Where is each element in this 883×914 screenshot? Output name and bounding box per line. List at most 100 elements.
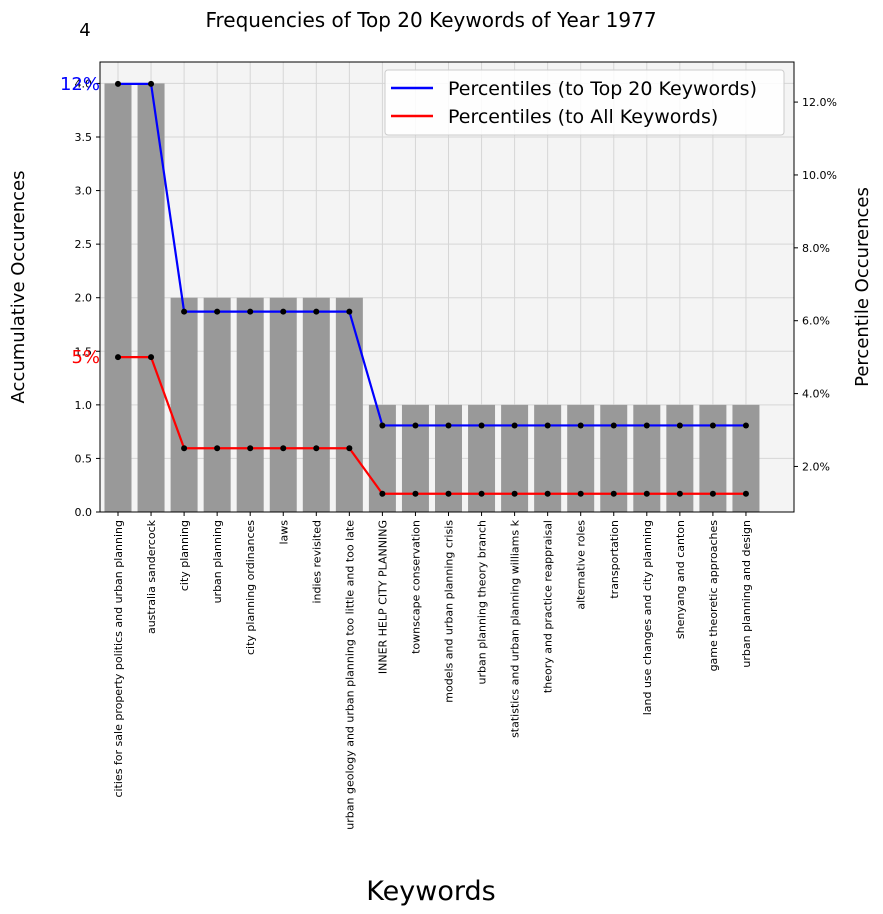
- legend-label-all: Percentiles (to All Keywords): [448, 106, 718, 128]
- series-point-1: [379, 490, 386, 497]
- series-point-1: [478, 490, 485, 497]
- x-tick-label: urban planning theory branch: [476, 520, 489, 684]
- series-point-0: [445, 422, 452, 429]
- series-point-0: [709, 422, 716, 429]
- series-point-1: [346, 445, 353, 452]
- x-tick-label: land use changes and city planning: [641, 520, 654, 715]
- y-tick-label: 3.5: [75, 131, 93, 144]
- x-tick-label: models and urban planning crisis: [443, 520, 456, 703]
- series-point-1: [610, 490, 617, 497]
- series-point-1: [643, 490, 650, 497]
- series-line-0: [118, 82, 746, 427]
- y-tick-label: 3.0: [75, 185, 93, 198]
- series-point-0: [214, 308, 221, 315]
- bar: [302, 297, 330, 512]
- series-point-0: [148, 80, 155, 87]
- left-axis-ticks: 0.0 0.5 1.0 1.5 2.0 2.5 3.0 3.5 4.0: [75, 77, 100, 519]
- chart-title: Frequencies of Top 20 Keywords of Year 1…: [205, 8, 656, 32]
- x-tick-label: shenyang and canton: [674, 520, 687, 639]
- series-point-1: [709, 490, 716, 497]
- y-tick-label: 0.0: [75, 506, 93, 519]
- y-tick-label: 2.5: [75, 238, 93, 251]
- x-tick-label: indies revisited: [310, 520, 323, 604]
- x-tick-label: game theoretic approaches: [707, 520, 720, 672]
- x-tick-label: theory and practice reappraisal: [542, 520, 555, 693]
- x-tick-label: laws: [277, 520, 290, 545]
- legend-label-top20: Percentiles (to Top 20 Keywords): [448, 78, 757, 100]
- series-point-0: [313, 308, 320, 315]
- series-point-0: [412, 422, 419, 429]
- bar: [137, 83, 165, 512]
- series-point-1: [214, 445, 221, 452]
- series-point-1: [313, 445, 320, 452]
- y-tick-label: 2.0: [75, 292, 93, 305]
- series-point-1: [115, 354, 121, 361]
- x-tick-label: townscape conservation: [409, 520, 422, 654]
- x-axis-label: Keywords: [366, 876, 495, 907]
- x-tick-label: INNER HELP CITY PLANNING: [376, 520, 389, 674]
- series-point-0: [544, 422, 551, 429]
- bar: [236, 297, 264, 512]
- series-point-0: [742, 422, 749, 429]
- series-point-1: [148, 354, 155, 361]
- x-tick-label: city planning ordinances: [244, 520, 257, 655]
- corner-label: 4: [79, 20, 90, 41]
- series-point-1: [544, 490, 551, 497]
- x-tick-label: urban planning and design: [740, 520, 753, 668]
- series-point-1: [511, 490, 518, 497]
- y-right-tick-label: 12.0%: [802, 96, 837, 109]
- legend-box: [384, 69, 785, 136]
- series-point-1: [280, 445, 287, 452]
- y-right-tick-label: 6.0%: [802, 315, 830, 328]
- y-tick-label: 1.5: [75, 345, 93, 358]
- y-right-tick-label: 2.0%: [802, 460, 830, 473]
- bar: [335, 297, 363, 512]
- series-point-0: [346, 308, 353, 315]
- plot-frame: [99, 61, 795, 513]
- series-annotation-1: 5%: [71, 347, 100, 368]
- series-point-1: [577, 490, 584, 497]
- bar: [203, 297, 231, 512]
- series-point-0: [610, 422, 617, 429]
- y-tick-label: 4.0: [75, 77, 93, 90]
- series-point-1: [247, 445, 254, 452]
- x-axis-ticks: cities for sale property politics and ur…: [112, 512, 753, 830]
- series-point-0: [478, 422, 485, 429]
- right-axis-ticks: 2.0% 4.0% 6.0% 8.0% 10.0% 12.0%: [794, 96, 837, 473]
- series-point-0: [247, 308, 254, 315]
- series-lines: [115, 80, 749, 497]
- series-point-0: [511, 422, 518, 429]
- bar: [104, 83, 132, 512]
- y-right-tick-label: 4.0%: [802, 388, 830, 401]
- x-tick-label: alternative roles: [575, 520, 588, 610]
- x-tick-label: australia sandercock: [145, 519, 158, 634]
- y-tick-label: 0.5: [75, 452, 93, 465]
- bar: [269, 297, 297, 512]
- series-point-1: [445, 490, 452, 497]
- series-annotation-0: 12%: [60, 74, 100, 95]
- x-tick-label: statistics and urban planning williams k: [509, 519, 522, 738]
- series-point-0: [115, 80, 121, 87]
- y-tick-label: 1.0: [75, 399, 93, 412]
- bar: [170, 297, 198, 512]
- x-tick-label: city planning: [178, 520, 191, 591]
- x-tick-label: urban planning: [211, 520, 224, 603]
- y-axis-right-label: Percentile Occurences: [852, 187, 873, 387]
- series-point-1: [181, 445, 188, 452]
- series-line-1: [118, 356, 746, 495]
- series-point-0: [379, 422, 386, 429]
- series-point-1: [676, 490, 683, 497]
- series-point-1: [412, 490, 419, 497]
- series-point-0: [643, 422, 650, 429]
- series-point-0: [577, 422, 584, 429]
- series-point-0: [280, 308, 287, 315]
- legend: Percentiles (to Top 20 Keywords) Percent…: [384, 69, 785, 136]
- x-tick-label: cities for sale property politics and ur…: [112, 520, 125, 798]
- annotations: 12% 5%: [60, 74, 100, 368]
- series-point-0: [676, 422, 683, 429]
- series-point-1: [742, 490, 749, 497]
- x-tick-label: urban geology and urban planning too lit…: [343, 520, 356, 830]
- y-right-tick-label: 10.0%: [802, 169, 837, 182]
- y-right-tick-label: 8.0%: [802, 242, 830, 255]
